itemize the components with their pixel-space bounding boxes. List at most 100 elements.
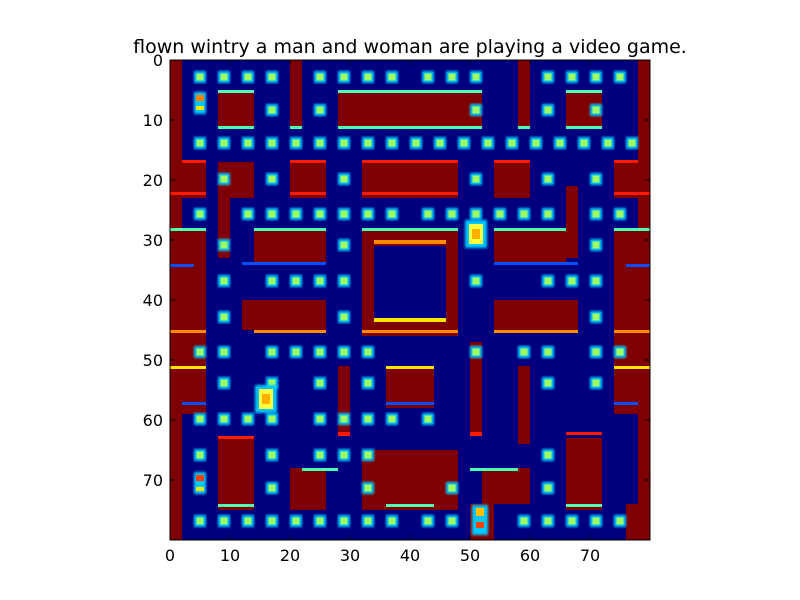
wall-edge	[614, 330, 650, 333]
wall-edge	[362, 160, 458, 163]
pellet	[554, 137, 566, 149]
pellet	[218, 137, 230, 149]
y-tick-label: 10	[143, 111, 163, 130]
pellet	[470, 346, 482, 358]
pellet	[362, 346, 374, 358]
wall-edge	[470, 468, 518, 471]
pellet	[542, 377, 554, 389]
pellet	[338, 311, 350, 323]
pellet	[590, 377, 602, 389]
pellet	[386, 71, 398, 83]
wall-block	[566, 186, 578, 258]
wall-edge	[374, 240, 446, 244]
wall-edge	[494, 160, 530, 163]
pellet	[290, 208, 302, 220]
pellet	[362, 413, 374, 425]
wall-edge	[170, 264, 194, 267]
pellet	[422, 413, 434, 425]
wall-block	[218, 438, 254, 510]
pellet	[338, 239, 350, 251]
wall-block	[482, 468, 530, 504]
pellet	[362, 482, 374, 494]
wall-edge	[170, 330, 206, 333]
wall-block	[518, 366, 530, 444]
wall-edge	[362, 192, 458, 195]
figure-title: flown wintry a man and woman are playing…	[133, 36, 687, 58]
pellet	[242, 413, 254, 425]
pellet	[590, 346, 602, 358]
pellet	[470, 275, 482, 287]
wall-edge	[566, 126, 602, 129]
pellet	[242, 515, 254, 527]
pellet	[446, 71, 458, 83]
x-tick-label: 0	[165, 546, 175, 565]
wall-block	[362, 450, 458, 510]
pellet	[518, 515, 530, 527]
wall-edge	[614, 228, 650, 231]
pellet	[386, 208, 398, 220]
wall-edge	[362, 330, 458, 333]
pellet	[362, 71, 374, 83]
pellet	[386, 137, 398, 149]
pellet	[614, 208, 626, 220]
y-tick-label: 50	[143, 351, 163, 370]
wall-block	[494, 228, 566, 264]
pellet	[470, 71, 482, 83]
pellet	[602, 137, 614, 149]
pellet	[590, 173, 602, 185]
pellets	[194, 71, 638, 527]
y-tick-label: 0	[153, 51, 163, 70]
wall-edge	[290, 160, 326, 163]
wall-edge	[386, 504, 434, 507]
pellet	[434, 137, 446, 149]
wall-edge	[182, 160, 206, 163]
pellet	[590, 311, 602, 323]
pellet	[542, 208, 554, 220]
wall-edge	[566, 504, 602, 507]
pellet	[338, 413, 350, 425]
pellet	[614, 515, 626, 527]
wall-edge	[614, 402, 638, 405]
pellet	[362, 137, 374, 149]
pellet	[290, 137, 302, 149]
pellet	[446, 515, 458, 527]
pellet	[266, 413, 278, 425]
pellet	[266, 346, 278, 358]
pellet	[314, 449, 326, 461]
player-sprite	[255, 385, 277, 413]
wall-edge	[614, 160, 638, 163]
pellet	[458, 137, 470, 149]
wall-edge	[386, 402, 434, 405]
pellet	[590, 275, 602, 287]
wall-block	[494, 300, 578, 330]
left-marker	[194, 92, 206, 114]
pellet	[338, 449, 350, 461]
pellet	[542, 449, 554, 461]
wall-edge	[386, 366, 434, 369]
wall-edge	[566, 432, 602, 435]
wall-edge	[494, 330, 578, 333]
wall-edge	[494, 228, 566, 231]
pellet	[194, 71, 206, 83]
pellet	[542, 275, 554, 287]
pellet	[338, 71, 350, 83]
pellet	[362, 449, 374, 461]
pellet	[242, 208, 254, 220]
pellet	[266, 137, 278, 149]
pellet	[542, 104, 554, 116]
pellet	[266, 104, 278, 116]
pellet	[314, 104, 326, 116]
characters	[194, 92, 488, 535]
pellet	[470, 173, 482, 185]
wall-edge	[170, 192, 206, 195]
x-tick-label: 10	[220, 546, 240, 565]
pellet	[266, 482, 278, 494]
wall-edge	[302, 468, 338, 471]
pellet	[614, 71, 626, 83]
pellet	[578, 137, 590, 149]
wall-block	[566, 438, 602, 510]
pellet	[446, 208, 458, 220]
pellet	[194, 449, 206, 461]
pellet	[194, 515, 206, 527]
pellet	[338, 137, 350, 149]
